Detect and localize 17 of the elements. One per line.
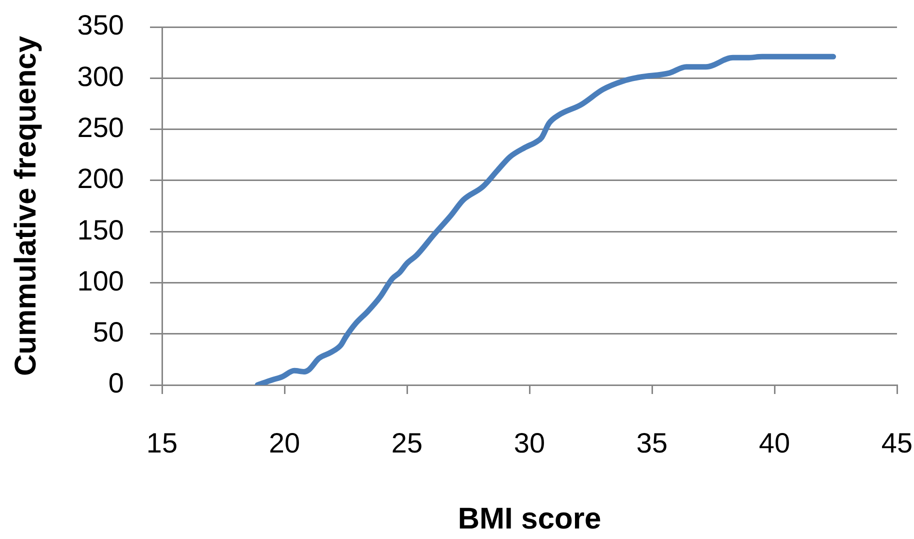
y-tick-label: 100 <box>77 265 124 296</box>
y-tick-label: 0 <box>108 368 124 399</box>
y-tick-label: 200 <box>77 163 124 194</box>
x-tick-label: 25 <box>391 428 423 459</box>
y-axis-title: Cummulative frequency <box>9 36 42 376</box>
y-tick-label: 300 <box>77 60 124 92</box>
y-tick-label: 250 <box>77 112 124 144</box>
x-tick-label: 15 <box>146 428 178 459</box>
y-tick-label: 150 <box>77 214 124 246</box>
x-tick-label: 20 <box>268 428 300 459</box>
x-tick-label: 45 <box>881 428 913 459</box>
x-tick-label: 40 <box>758 428 790 459</box>
y-tick-label: 350 <box>77 10 124 41</box>
x-tick-label: 30 <box>514 428 546 459</box>
y-tick-label: 50 <box>92 316 124 348</box>
x-tick-label: 35 <box>636 428 668 459</box>
x-axis-title: BMI score <box>458 502 602 536</box>
